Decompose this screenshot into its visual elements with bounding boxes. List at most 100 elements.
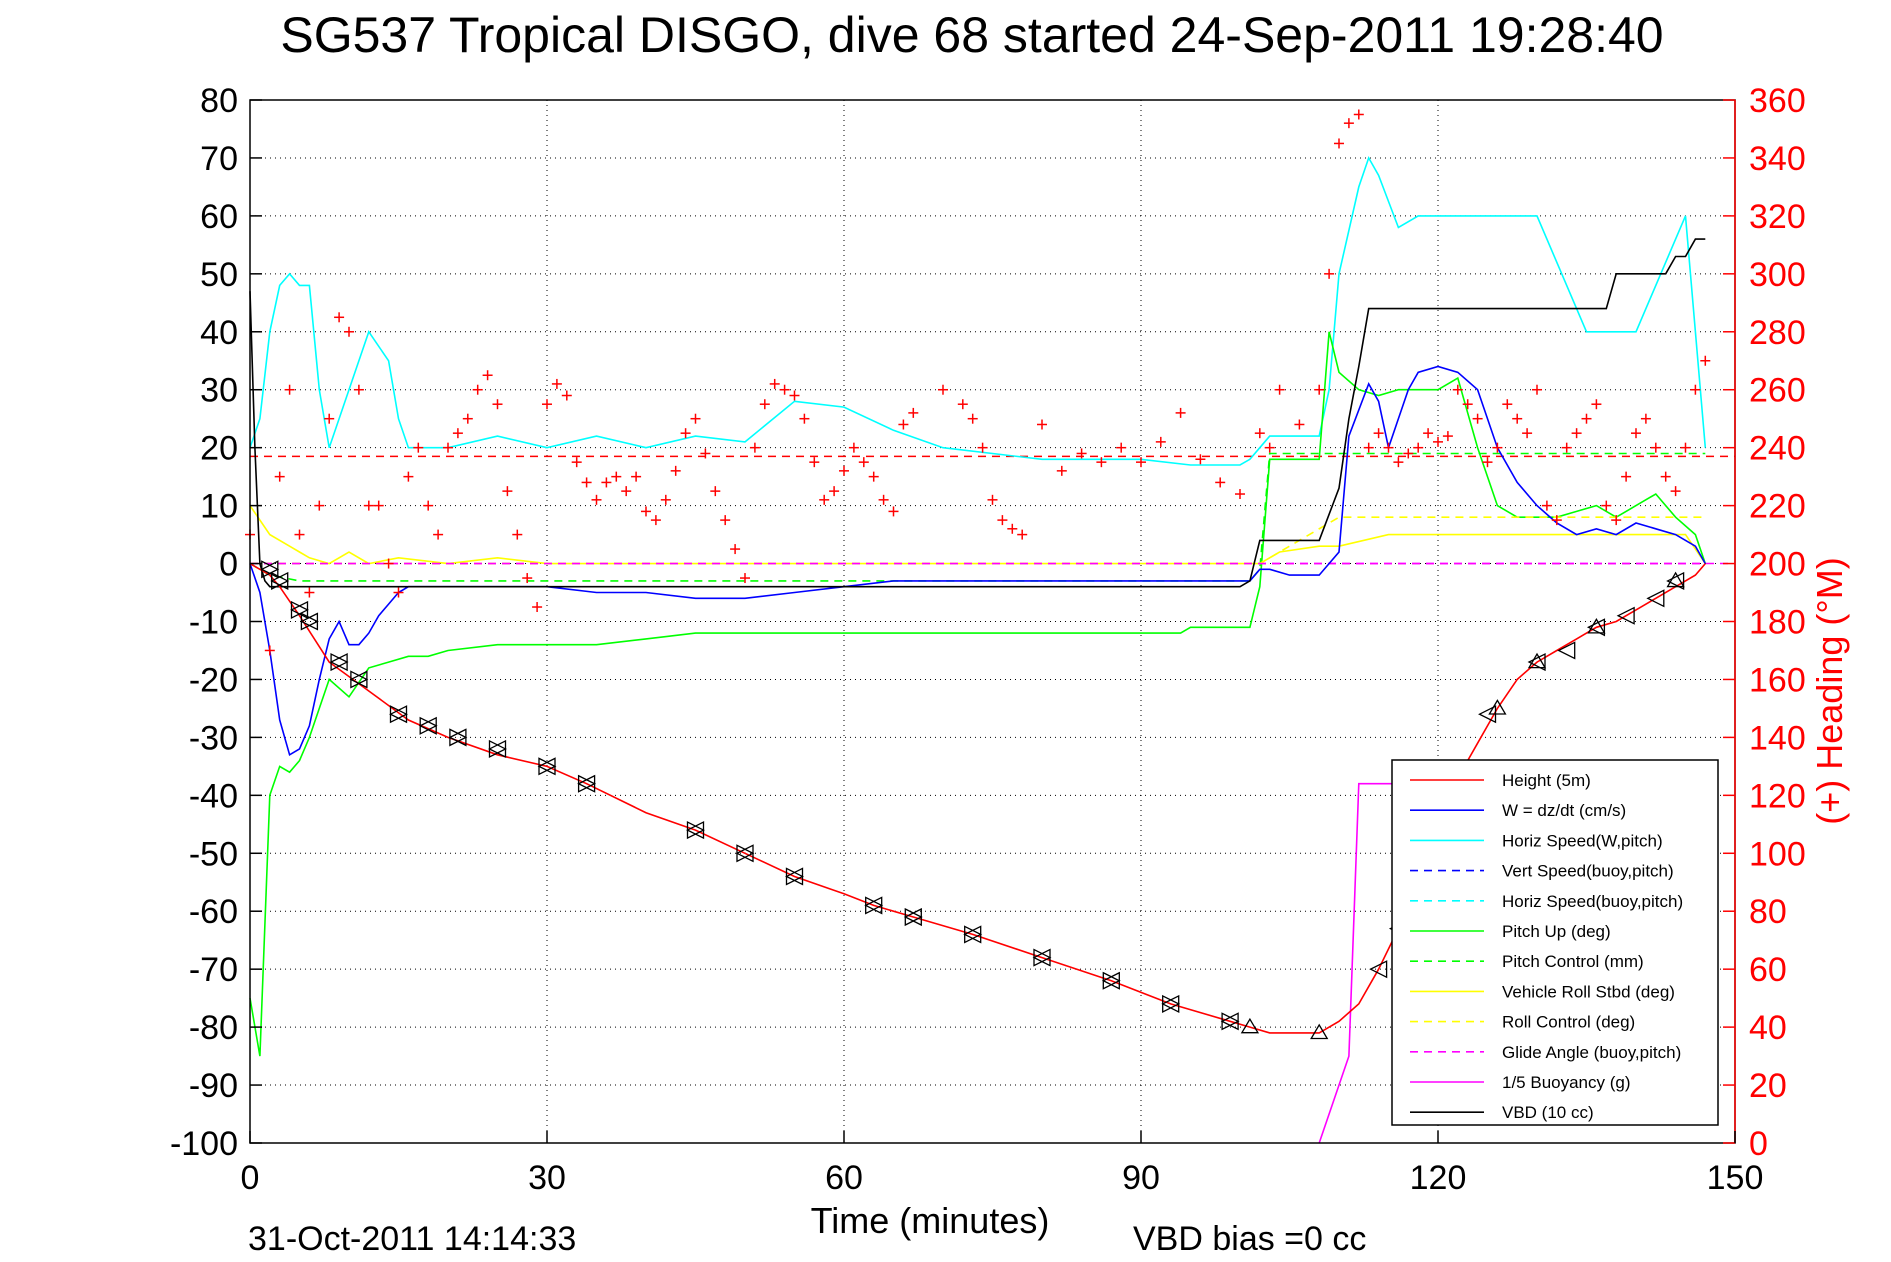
- y-tick-label: 70: [200, 140, 238, 178]
- heading-point: [403, 471, 414, 482]
- heading-point: [987, 494, 998, 505]
- heading-point: [1472, 413, 1483, 424]
- heading-point: [264, 645, 275, 656]
- x-tick-label: 30: [528, 1159, 566, 1197]
- y2-tick-label: 260: [1749, 372, 1806, 410]
- depth-marker: [270, 571, 289, 590]
- y-tick-label: -90: [189, 1067, 238, 1105]
- heading-point: [601, 477, 612, 488]
- heading-point: [1076, 448, 1087, 459]
- heading-point: [1017, 529, 1028, 540]
- y2-tick-label: 360: [1749, 82, 1806, 120]
- heading-point: [977, 442, 988, 453]
- heading-point: [304, 587, 315, 598]
- y2-tick-label: 0: [1749, 1125, 1768, 1163]
- heading-point: [1561, 442, 1572, 453]
- heading-point: [522, 573, 533, 584]
- heading-point: [829, 486, 840, 497]
- heading-point: [1650, 442, 1661, 453]
- heading-point: [789, 390, 800, 401]
- depth-marker: [299, 612, 319, 631]
- heading-point: [690, 413, 701, 424]
- depth-marker: [1220, 1012, 1239, 1031]
- depth-marker: [329, 653, 348, 672]
- legend: Height (5m) W = dz/dt (cm/s) Horiz Speed(W…: [1391, 759, 1719, 1126]
- heading-point: [1007, 523, 1018, 534]
- heading-point: [462, 413, 473, 424]
- heading-point: [858, 457, 869, 468]
- heading-point: [1680, 442, 1691, 453]
- depth-marker: [488, 739, 507, 759]
- heading-point: [799, 413, 810, 424]
- chart-title: SG537 Tropical DISGO, dive 68 started 24…: [280, 7, 1663, 63]
- depth-marker: [1586, 618, 1606, 637]
- heading-point: [472, 384, 483, 395]
- heading-point: [363, 500, 374, 511]
- depth-marker: [1527, 653, 1546, 672]
- heading-point: [1373, 428, 1384, 439]
- heading-point: [1155, 436, 1166, 447]
- y-tick-label: 60: [200, 198, 238, 236]
- y2-tick-label: 340: [1749, 140, 1806, 178]
- heading-point: [1462, 399, 1473, 410]
- depth-marker: [1557, 641, 1576, 660]
- y-tick-label: -100: [170, 1125, 238, 1163]
- depth-marker: [1666, 571, 1685, 590]
- depth-marker: [1101, 971, 1120, 990]
- depth-marker: [1310, 1023, 1329, 1040]
- heading-point: [443, 442, 453, 453]
- heading-point: [591, 494, 602, 505]
- heading-point: [512, 529, 523, 540]
- depth-marker: [418, 716, 437, 735]
- y2-tick-label: 160: [1749, 661, 1806, 699]
- y-tick-label: 0: [219, 546, 238, 584]
- heading-point: [1452, 384, 1463, 395]
- heading-point: [274, 471, 285, 482]
- heading-point: [1215, 477, 1226, 488]
- depth-marker: [330, 653, 349, 672]
- series-line: [250, 516, 1706, 565]
- heading-point: [938, 384, 948, 395]
- heading-point: [1522, 428, 1533, 439]
- heading-point: [1512, 413, 1523, 424]
- heading-point: [1640, 413, 1651, 424]
- y-tick-label: -60: [189, 893, 238, 931]
- heading-point: [1601, 500, 1612, 511]
- legend-label: Glide Angle (buoy,pitch): [1502, 1043, 1681, 1062]
- y2-tick-label: 280: [1749, 314, 1806, 352]
- heading-point: [551, 378, 562, 389]
- y-tick-label: 80: [200, 82, 238, 120]
- x-tick-label: 0: [241, 1159, 260, 1197]
- y2-tick-label: 240: [1749, 430, 1806, 468]
- heading-point: [433, 529, 444, 540]
- series-line: [249, 238, 1706, 588]
- heading-point: [314, 500, 325, 511]
- y2-axis-label: (+) Heading (°M): [1809, 557, 1850, 824]
- x-tick-label: 150: [1707, 1159, 1764, 1197]
- legend-label: Horiz Speed(buoy,pitch): [1502, 892, 1683, 911]
- heading-point: [393, 587, 404, 598]
- depth-marker: [1032, 948, 1051, 967]
- depth-marker: [903, 907, 922, 927]
- y-tick-label: 10: [200, 488, 238, 526]
- footer-date: 31-Oct-2011 14:14:33: [248, 1220, 576, 1258]
- y2-tick-label: 120: [1749, 777, 1806, 815]
- series-line: [249, 155, 1707, 466]
- heading-point: [383, 558, 394, 569]
- heading-point: [294, 529, 305, 540]
- heading-point: [878, 494, 889, 505]
- heading-point: [700, 448, 711, 459]
- heading-point: [809, 457, 820, 468]
- heading-point: [284, 384, 295, 395]
- legend-label: VBD (10 cc): [1502, 1103, 1594, 1122]
- y2-tick-label: 20: [1749, 1067, 1787, 1105]
- y2-tick-label: 220: [1749, 488, 1806, 526]
- heading-point: [581, 477, 592, 488]
- heading-point: [908, 407, 919, 418]
- heading-point: [839, 465, 849, 476]
- y-tick-label: -50: [189, 835, 238, 873]
- depth-marker: [735, 844, 754, 863]
- heading-point: [997, 515, 1008, 526]
- heading-point: [1363, 442, 1374, 453]
